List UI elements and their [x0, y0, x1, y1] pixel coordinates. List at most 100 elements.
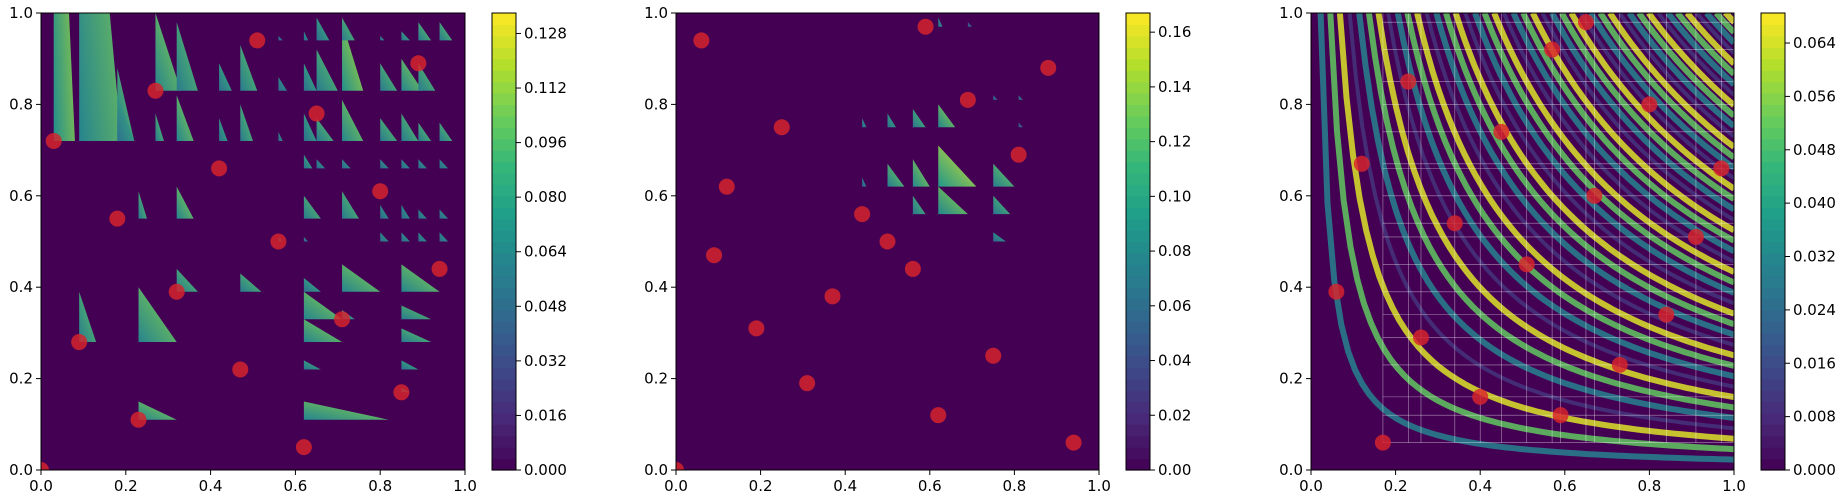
colorbar-segment — [1761, 367, 1785, 380]
colorbar-segment — [1126, 367, 1150, 380]
colorbar-segment — [492, 35, 516, 48]
contour-band — [1607, 13, 1734, 150]
density-triangle — [401, 204, 410, 219]
colorbar-segment — [1761, 230, 1785, 243]
y-tick-label: 1.0 — [1279, 4, 1303, 22]
density-triangle — [138, 191, 147, 219]
colorbar-segment — [1761, 218, 1785, 231]
density-triangle — [993, 232, 1006, 242]
colorbar-segment — [492, 332, 516, 345]
colorbar-segment — [492, 390, 516, 403]
sample-point — [211, 160, 228, 177]
density-triangle — [887, 163, 905, 187]
y-tick-label: 0.6 — [9, 187, 33, 205]
y-tick-label: 1.0 — [644, 4, 668, 22]
colorbar-segment — [1126, 35, 1150, 48]
colorbar-segment — [1761, 310, 1785, 323]
colorbar-segment — [492, 58, 516, 71]
colorbar-segment — [1761, 332, 1785, 345]
x-tick-label: 0.2 — [749, 477, 773, 495]
colorbar-segment — [1126, 184, 1150, 197]
sample-point — [718, 178, 735, 195]
colorbar-segment — [1126, 458, 1150, 471]
contour-band — [1317, 13, 1734, 463]
sample-point — [1010, 146, 1027, 163]
colorbar-tick-label: 0.16 — [1158, 23, 1191, 41]
colorbar-segment — [492, 161, 516, 174]
colorbar-segment — [492, 378, 516, 391]
sample-point — [1658, 306, 1675, 323]
contour-band — [1356, 13, 1734, 421]
colorbar-tick-label: 0.14 — [1158, 78, 1191, 96]
colorbar-tick-label: 0.032 — [524, 352, 567, 370]
colorbar-tick-label: 0.064 — [524, 243, 567, 261]
colorbar-segment — [1761, 35, 1785, 48]
density-triangle — [418, 232, 427, 242]
density-triangle — [303, 401, 389, 420]
colorbar-segment — [492, 138, 516, 151]
density-triangle — [401, 305, 432, 320]
colorbar-segment — [492, 218, 516, 231]
density-triangle — [439, 22, 453, 41]
sample-point — [1353, 155, 1370, 172]
x-tick-label: 0.2 — [114, 477, 138, 495]
sample-point — [1446, 215, 1463, 232]
density-triangle — [401, 58, 423, 91]
colorbar-segment — [1126, 321, 1150, 334]
contour-band — [1588, 13, 1734, 171]
colorbar-segment — [492, 252, 516, 265]
colorbar-segment — [1761, 344, 1785, 357]
colorbar-segment — [1761, 412, 1785, 425]
colorbar-segment — [492, 321, 516, 334]
colorbar-segment — [492, 401, 516, 414]
colorbar-segment — [492, 264, 516, 277]
sample-point — [410, 55, 427, 72]
colorbar: 0.00 0.02 0.04 0.06 0.08 0.10 0.12 0.14 0.16 — [1125, 12, 1191, 479]
density-triangle — [401, 360, 419, 370]
colorbar-segment — [1761, 264, 1785, 277]
x-tick-label: 0.8 — [1002, 477, 1026, 495]
x-tick-label: 0.0 — [664, 477, 688, 495]
contour-band — [1424, 13, 1734, 347]
colorbar-segment — [1761, 298, 1785, 311]
contour-band — [1463, 13, 1734, 306]
x-tick-label: 0.6 — [283, 477, 307, 495]
colorbar-segment — [492, 195, 516, 208]
sample-point — [693, 32, 710, 49]
colorbar-tick-label: 0.016 — [1793, 354, 1836, 372]
contour-band — [1520, 13, 1734, 244]
sample-point — [147, 82, 164, 99]
density-triangle — [380, 35, 385, 41]
plot-frame — [1310, 12, 1735, 471]
colorbar-segment — [1761, 104, 1785, 117]
colorbar-segment — [1126, 412, 1150, 425]
colorbar-segment — [1761, 47, 1785, 60]
sample-point — [959, 91, 976, 108]
heatmap-field — [676, 17, 1082, 470]
contour-band — [1327, 13, 1734, 453]
x-tick-label: 0.2 — [1384, 477, 1408, 495]
colorbar-segment — [1126, 218, 1150, 231]
density-triangle — [176, 186, 194, 219]
colorbar-segment — [1761, 321, 1785, 334]
sample-point — [71, 334, 88, 351]
colorbar-segment — [1761, 390, 1785, 403]
colorbar-segment — [492, 24, 516, 37]
sample-point — [334, 311, 351, 328]
density-triangle — [219, 63, 232, 91]
colorbar-segment — [492, 150, 516, 163]
sample-point — [879, 233, 896, 250]
density-triangle — [993, 95, 998, 100]
colorbar-tick-label: 0.080 — [524, 188, 567, 206]
contour-band — [1530, 13, 1734, 233]
x-tick-label: 0.4 — [833, 477, 857, 495]
x-tick-label: 0.6 — [918, 477, 942, 495]
colorbar-segment — [1761, 92, 1785, 105]
sample-point — [824, 288, 841, 305]
sample-point — [1687, 228, 1704, 245]
colorbar-tick-label: 0.048 — [1793, 141, 1836, 159]
colorbar-segment — [1126, 138, 1150, 151]
density-triangle — [401, 232, 410, 242]
density-triangle — [993, 195, 1011, 215]
